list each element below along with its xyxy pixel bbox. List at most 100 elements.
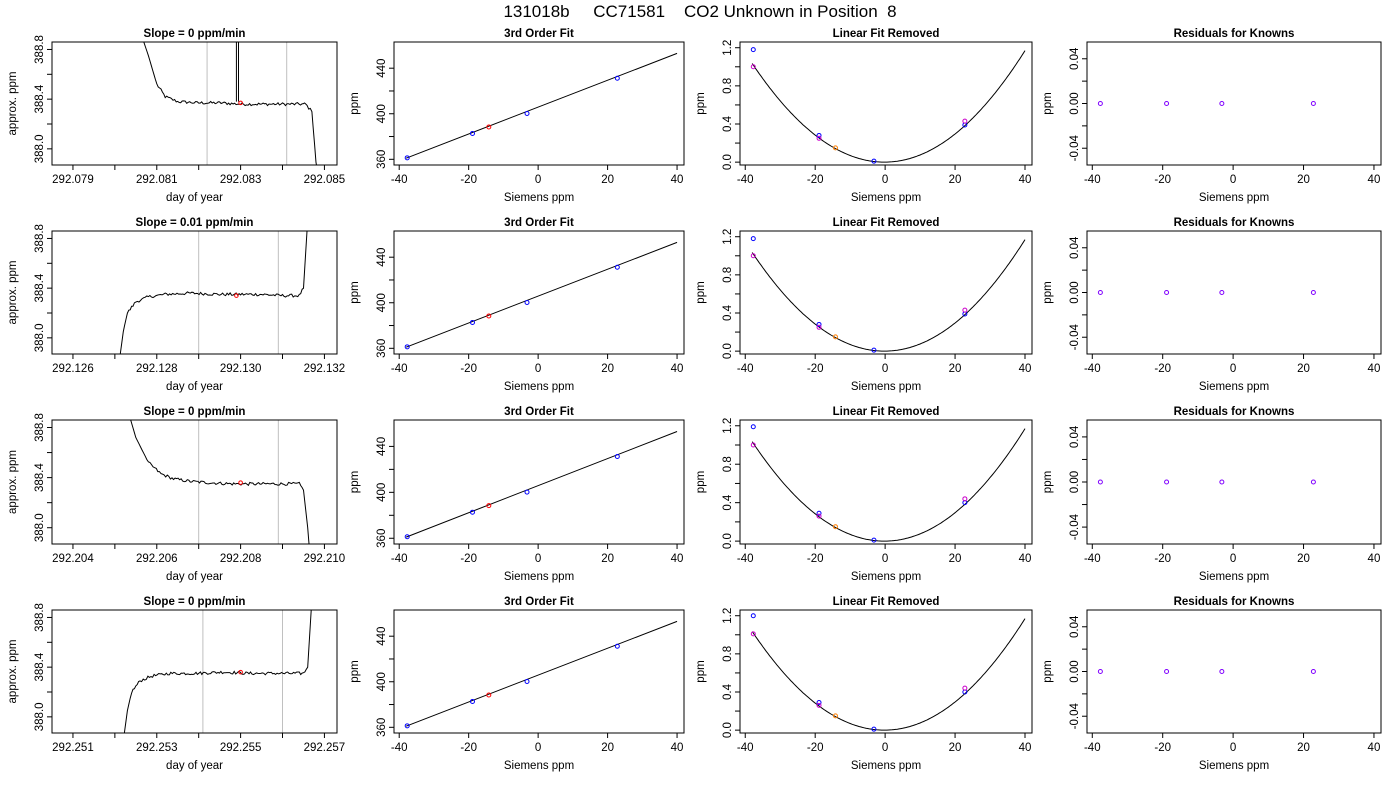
- data-point: [404, 344, 410, 350]
- x-tick-label: 0: [535, 363, 541, 375]
- unknown-marker: [238, 100, 243, 106]
- y-tick-label: 388.0: [34, 323, 46, 352]
- x-axis-label: Siemens ppm: [1199, 571, 1269, 583]
- y-axis-label: ppm: [1042, 660, 1054, 682]
- x-axis-label: Siemens ppm: [504, 192, 574, 204]
- plot-data: [404, 431, 678, 540]
- x-tick-label: 292.085: [304, 174, 346, 186]
- x-tick-label: 0: [882, 742, 888, 754]
- x-axis-label: Siemens ppm: [1199, 760, 1269, 772]
- x-tick-label: 40: [1368, 553, 1381, 565]
- x-tick-label: 292.083: [220, 174, 262, 186]
- panel-title: Residuals for Knowns: [1174, 596, 1295, 608]
- data-point: [816, 132, 822, 138]
- data-point: [486, 124, 492, 130]
- x-tick-label: -20: [807, 363, 824, 375]
- x-tick-label: -20: [1154, 174, 1171, 186]
- fit-curve: [751, 50, 1026, 163]
- data-point: [750, 613, 756, 619]
- data-point: [750, 47, 756, 53]
- x-tick-label: 292.132: [304, 363, 346, 375]
- y-axis-label: ppm: [349, 660, 361, 682]
- unknown-marker: [234, 293, 239, 298]
- plot-data: [750, 424, 1026, 543]
- x-tick-label: 292.126: [52, 363, 94, 375]
- data-point: [871, 158, 877, 164]
- x-axis-label: Siemens ppm: [851, 571, 921, 583]
- y-axis-label: ppm: [695, 660, 707, 682]
- x-tick-label: 20: [949, 553, 962, 565]
- x-tick-label: 292.208: [220, 553, 262, 565]
- y-tick-label: 0.04: [1069, 615, 1081, 638]
- data-point: [524, 300, 530, 306]
- y-tick-label: 1.2: [722, 418, 734, 434]
- x-tick-label: 20: [949, 363, 962, 375]
- data-point: [750, 424, 756, 430]
- panel-title: 3rd Order Fit: [504, 596, 574, 608]
- data-point: [524, 679, 530, 685]
- data-point: [486, 503, 492, 509]
- data-point: [404, 534, 410, 540]
- x-tick-label: 292.255: [220, 742, 262, 754]
- y-tick-label: 0.4: [722, 494, 734, 511]
- y-tick-label: 388.4: [34, 652, 46, 681]
- y-axis-label: approx. ppm: [7, 72, 19, 136]
- panel-title: Linear Fit Removed: [833, 406, 940, 418]
- plot-frame: [393, 230, 685, 355]
- y-tick-label: 1.2: [722, 608, 734, 624]
- x-axis-label: day of year: [166, 381, 223, 393]
- panel-7: -40 -20 0 20 40 0.0 0.4 0.8 1.2 Linear Fit Remove…: [695, 217, 1033, 393]
- data-point: [750, 442, 756, 448]
- data-point: [469, 319, 475, 325]
- x-tick-label: -40: [737, 553, 754, 565]
- data-point: [1219, 290, 1225, 295]
- panel-title: Slope = 0 ppm/min: [144, 406, 246, 418]
- panel-title: Slope = 0 ppm/min: [144, 596, 246, 608]
- data-point: [871, 347, 877, 353]
- x-tick-label: 40: [1368, 174, 1381, 186]
- data-point: [750, 64, 756, 70]
- data-point: [832, 713, 838, 719]
- data-point: [816, 510, 822, 516]
- x-tick-label: 40: [671, 553, 684, 565]
- plot-frame: [739, 41, 1033, 166]
- y-axis-label: approx. ppm: [7, 640, 19, 704]
- data-point: [1219, 669, 1225, 674]
- data-point: [1164, 290, 1170, 295]
- y-tick-label: 0.04: [1069, 236, 1081, 259]
- y-tick-label: 360: [376, 150, 388, 169]
- data-point: [486, 692, 492, 698]
- data-point: [832, 145, 838, 151]
- panel-14: -40 -20 0 20 40 360 400 440 3rd Order Fit Siemens…: [349, 596, 685, 772]
- plot-frame: [393, 609, 685, 734]
- x-tick-label: 40: [671, 742, 684, 754]
- plot-data: [1097, 290, 1316, 295]
- x-tick-label: 20: [1297, 553, 1310, 565]
- plot-data: [119, 231, 308, 354]
- x-tick-label: 0: [882, 363, 888, 375]
- trace-line: [119, 231, 308, 354]
- y-tick-label: 0.0: [722, 343, 734, 359]
- unknown-marker: [238, 480, 243, 485]
- x-tick-label: 40: [1368, 363, 1381, 375]
- data-point: [962, 307, 968, 313]
- y-axis-label: ppm: [349, 471, 361, 493]
- plot-frame: [393, 41, 685, 166]
- panel-title: Slope = 0 ppm/min: [144, 28, 246, 40]
- y-tick-label: 388.0: [34, 702, 46, 731]
- data-point: [816, 135, 822, 141]
- x-tick-label: 20: [601, 742, 614, 754]
- data-point: [404, 155, 410, 161]
- x-axis-label: day of year: [166, 571, 223, 583]
- x-tick-label: 0: [535, 174, 541, 186]
- y-tick-label: -0.04: [1069, 324, 1081, 351]
- x-tick-label: 20: [601, 553, 614, 565]
- y-tick-label: 440: [376, 627, 388, 646]
- x-axis-label: day of year: [166, 760, 223, 772]
- panel-5: 292.126 292.128 292.130 292.132 388.0 388.4 38…: [7, 217, 345, 393]
- panel-title: Slope = 0.01 ppm/min: [136, 217, 254, 229]
- plot-data: [750, 47, 1026, 164]
- y-tick-label: 400: [376, 293, 388, 312]
- x-tick-label: -20: [807, 174, 824, 186]
- panel-12: -40 -20 0 20 40 -0.04 0.00 0.04 Residuals for Kn…: [1042, 406, 1382, 583]
